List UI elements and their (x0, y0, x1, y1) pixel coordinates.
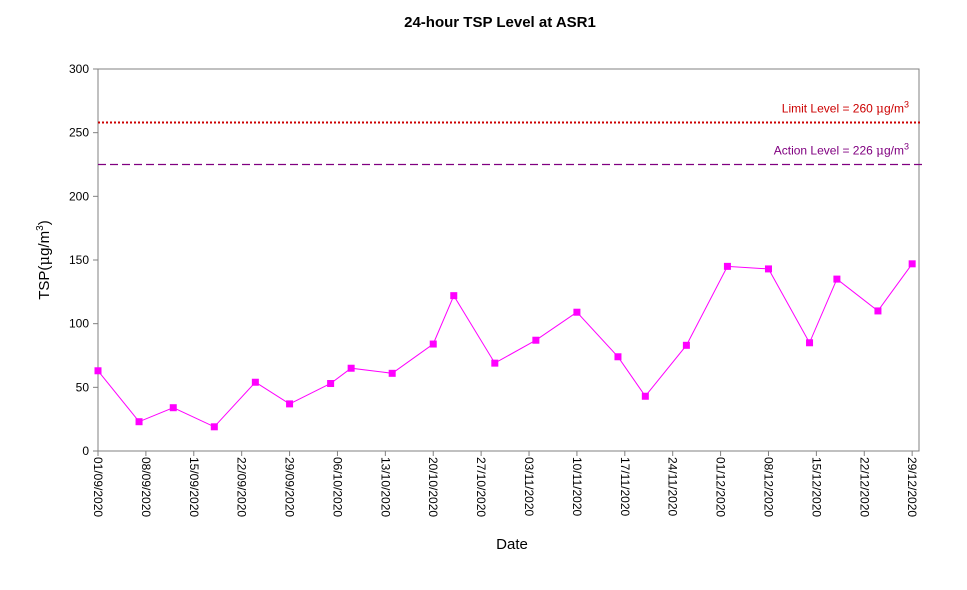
x-tick-label: 29/09/2020 (283, 457, 297, 517)
y-axis-label-mu: μ (35, 256, 53, 266)
data-point (682, 341, 690, 349)
y-axis-label-unit: g/m (36, 231, 53, 256)
y-tick-label: 100 (69, 317, 89, 331)
x-tick-label: 17/11/2020 (618, 457, 632, 516)
series-line (97, 263, 913, 428)
x-tick-label: 15/09/2020 (187, 457, 201, 517)
x-axis-label: Date (496, 536, 528, 553)
x-tick-label: 22/09/2020 (235, 457, 249, 517)
x-tick-label: 24/11/2020 (666, 457, 680, 516)
data-point (806, 339, 814, 347)
reference-label-unit: g/m (884, 101, 904, 115)
y-axis-label-base: TSP( (36, 266, 53, 300)
data-point (169, 404, 177, 412)
data-point (450, 292, 458, 300)
data-point (723, 262, 731, 270)
y-tick-label: 250 (69, 126, 89, 140)
data-point (491, 359, 499, 367)
data-point (388, 369, 396, 377)
x-tick-label: 22/12/2020 (857, 457, 871, 517)
reference-label-text: Action Level = 226 (774, 144, 876, 158)
chart-title: 24-hour TSP Level at ASR1 (404, 14, 596, 31)
reference-label-mu: μ (876, 101, 884, 115)
x-tick-label: 27/10/2020 (474, 457, 488, 517)
data-point (573, 308, 581, 316)
y-tick-label: 150 (69, 253, 89, 267)
data-point (833, 275, 841, 283)
x-tick-label: 01/09/2020 (91, 457, 105, 517)
series (94, 260, 916, 431)
y-tick-label: 300 (69, 62, 89, 76)
x-tick-label: 08/12/2020 (761, 457, 775, 517)
x-tick-label: 08/09/2020 (139, 457, 153, 517)
data-point (908, 260, 916, 268)
data-point (641, 392, 649, 400)
x-tick-label: 06/10/2020 (330, 457, 344, 517)
data-point (94, 367, 102, 375)
data-point (286, 400, 294, 408)
x-tick-label: 13/10/2020 (378, 457, 392, 517)
x-tick-label: 10/11/2020 (570, 457, 584, 516)
x-axis: 01/09/2020 08/09/2020 15/09/2020 22/09/2020… (91, 451, 919, 517)
x-tick-label: 29/12/2020 (905, 457, 919, 517)
reference-label-mu: μ (876, 144, 884, 158)
y-tick-label: 0 (82, 444, 89, 458)
y-tick-label: 200 (69, 189, 89, 203)
reference-label-sup: 3 (904, 99, 909, 109)
data-point (251, 378, 259, 386)
data-point (327, 380, 335, 388)
x-tick-label: 01/12/2020 (714, 457, 728, 517)
data-point (347, 364, 355, 372)
plot-area (97, 68, 920, 452)
data-point (764, 265, 772, 273)
reference-label-sup: 3 (904, 142, 909, 152)
reference-line-label: Action Level = 226 μg/m3 (774, 142, 909, 158)
data-point (532, 336, 540, 344)
data-point (614, 353, 622, 361)
data-point (135, 418, 143, 426)
data-point (874, 307, 882, 315)
y-axis-label: TSP(μg/m3) (35, 220, 53, 300)
reference-line-label: Limit Level = 260 μg/m3 (782, 99, 909, 115)
x-tick-label: 15/12/2020 (809, 457, 823, 517)
y-axis-label-close: ) (36, 220, 53, 225)
data-point (210, 423, 218, 431)
reference-label-text: Limit Level = 260 (782, 101, 876, 115)
x-tick-label: 20/10/2020 (426, 457, 440, 517)
y-axis: 0 50 100 150 200 250 300 (69, 62, 98, 458)
y-axis-label-sup: 3 (35, 225, 46, 231)
data-point (429, 340, 437, 348)
x-tick-label: 03/11/2020 (522, 457, 536, 516)
y-tick-label: 50 (76, 380, 90, 394)
reference-label-unit: g/m (884, 144, 904, 158)
